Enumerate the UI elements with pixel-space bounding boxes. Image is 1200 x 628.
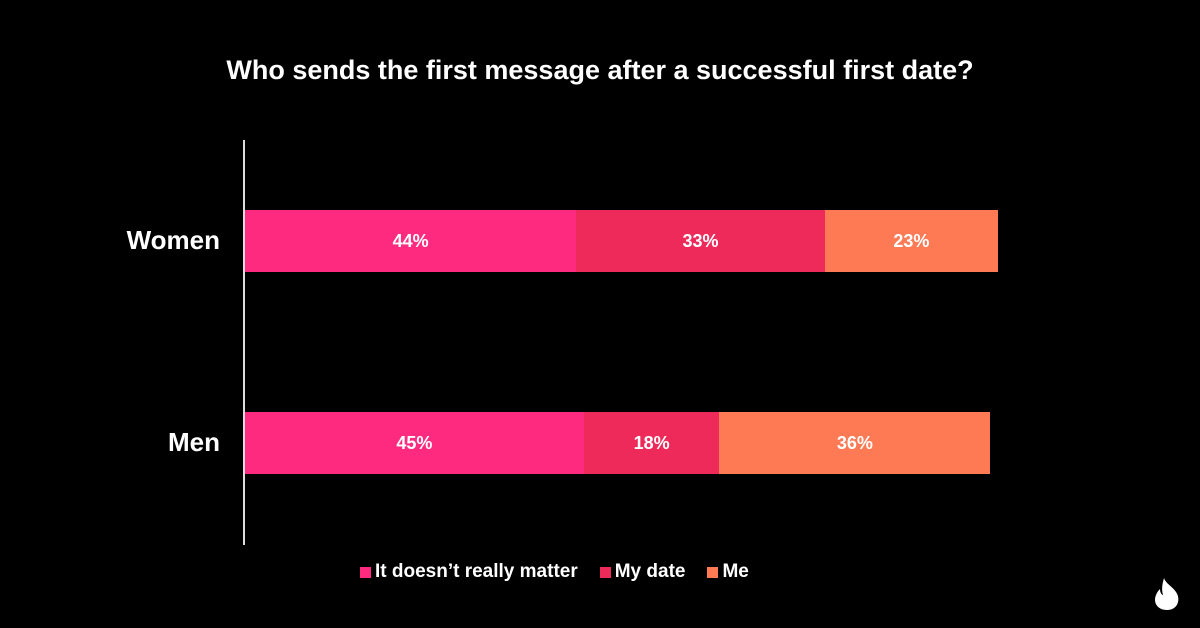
category-label: Women: [126, 225, 220, 255]
legend: It doesn’t really matter My date Me: [360, 561, 749, 583]
legend-label: Me: [722, 561, 749, 582]
data-label: 45%: [396, 432, 433, 453]
bar-segment: 45%: [245, 412, 584, 474]
legend-item: My date: [599, 561, 686, 583]
chart-title: Who sends the first message after a succ…: [226, 55, 974, 85]
legend-item: Me: [707, 561, 749, 583]
flame-logo-icon: [1155, 578, 1179, 610]
bar-segment: 23%: [824, 210, 998, 272]
legend-label: It doesn’t really matter: [375, 561, 578, 582]
data-label: 36%: [836, 432, 873, 453]
data-label: 44%: [392, 230, 429, 251]
bar-segment: 33%: [576, 210, 825, 272]
legend-swatch: [360, 566, 371, 578]
y-axis-line: [243, 140, 245, 545]
bar-segment: 18%: [583, 412, 720, 474]
bar-segment: 36%: [719, 412, 991, 474]
legend-label: My date: [614, 561, 686, 582]
data-label: 23%: [893, 230, 930, 251]
data-label: 33%: [682, 230, 719, 251]
legend-swatch: [599, 566, 611, 578]
bar-segment: 44%: [245, 210, 577, 272]
legend-swatch: [707, 566, 719, 578]
category-label: Men: [168, 427, 220, 457]
legend-item: It doesn’t really matter: [360, 561, 578, 583]
data-label: 18%: [633, 432, 670, 453]
